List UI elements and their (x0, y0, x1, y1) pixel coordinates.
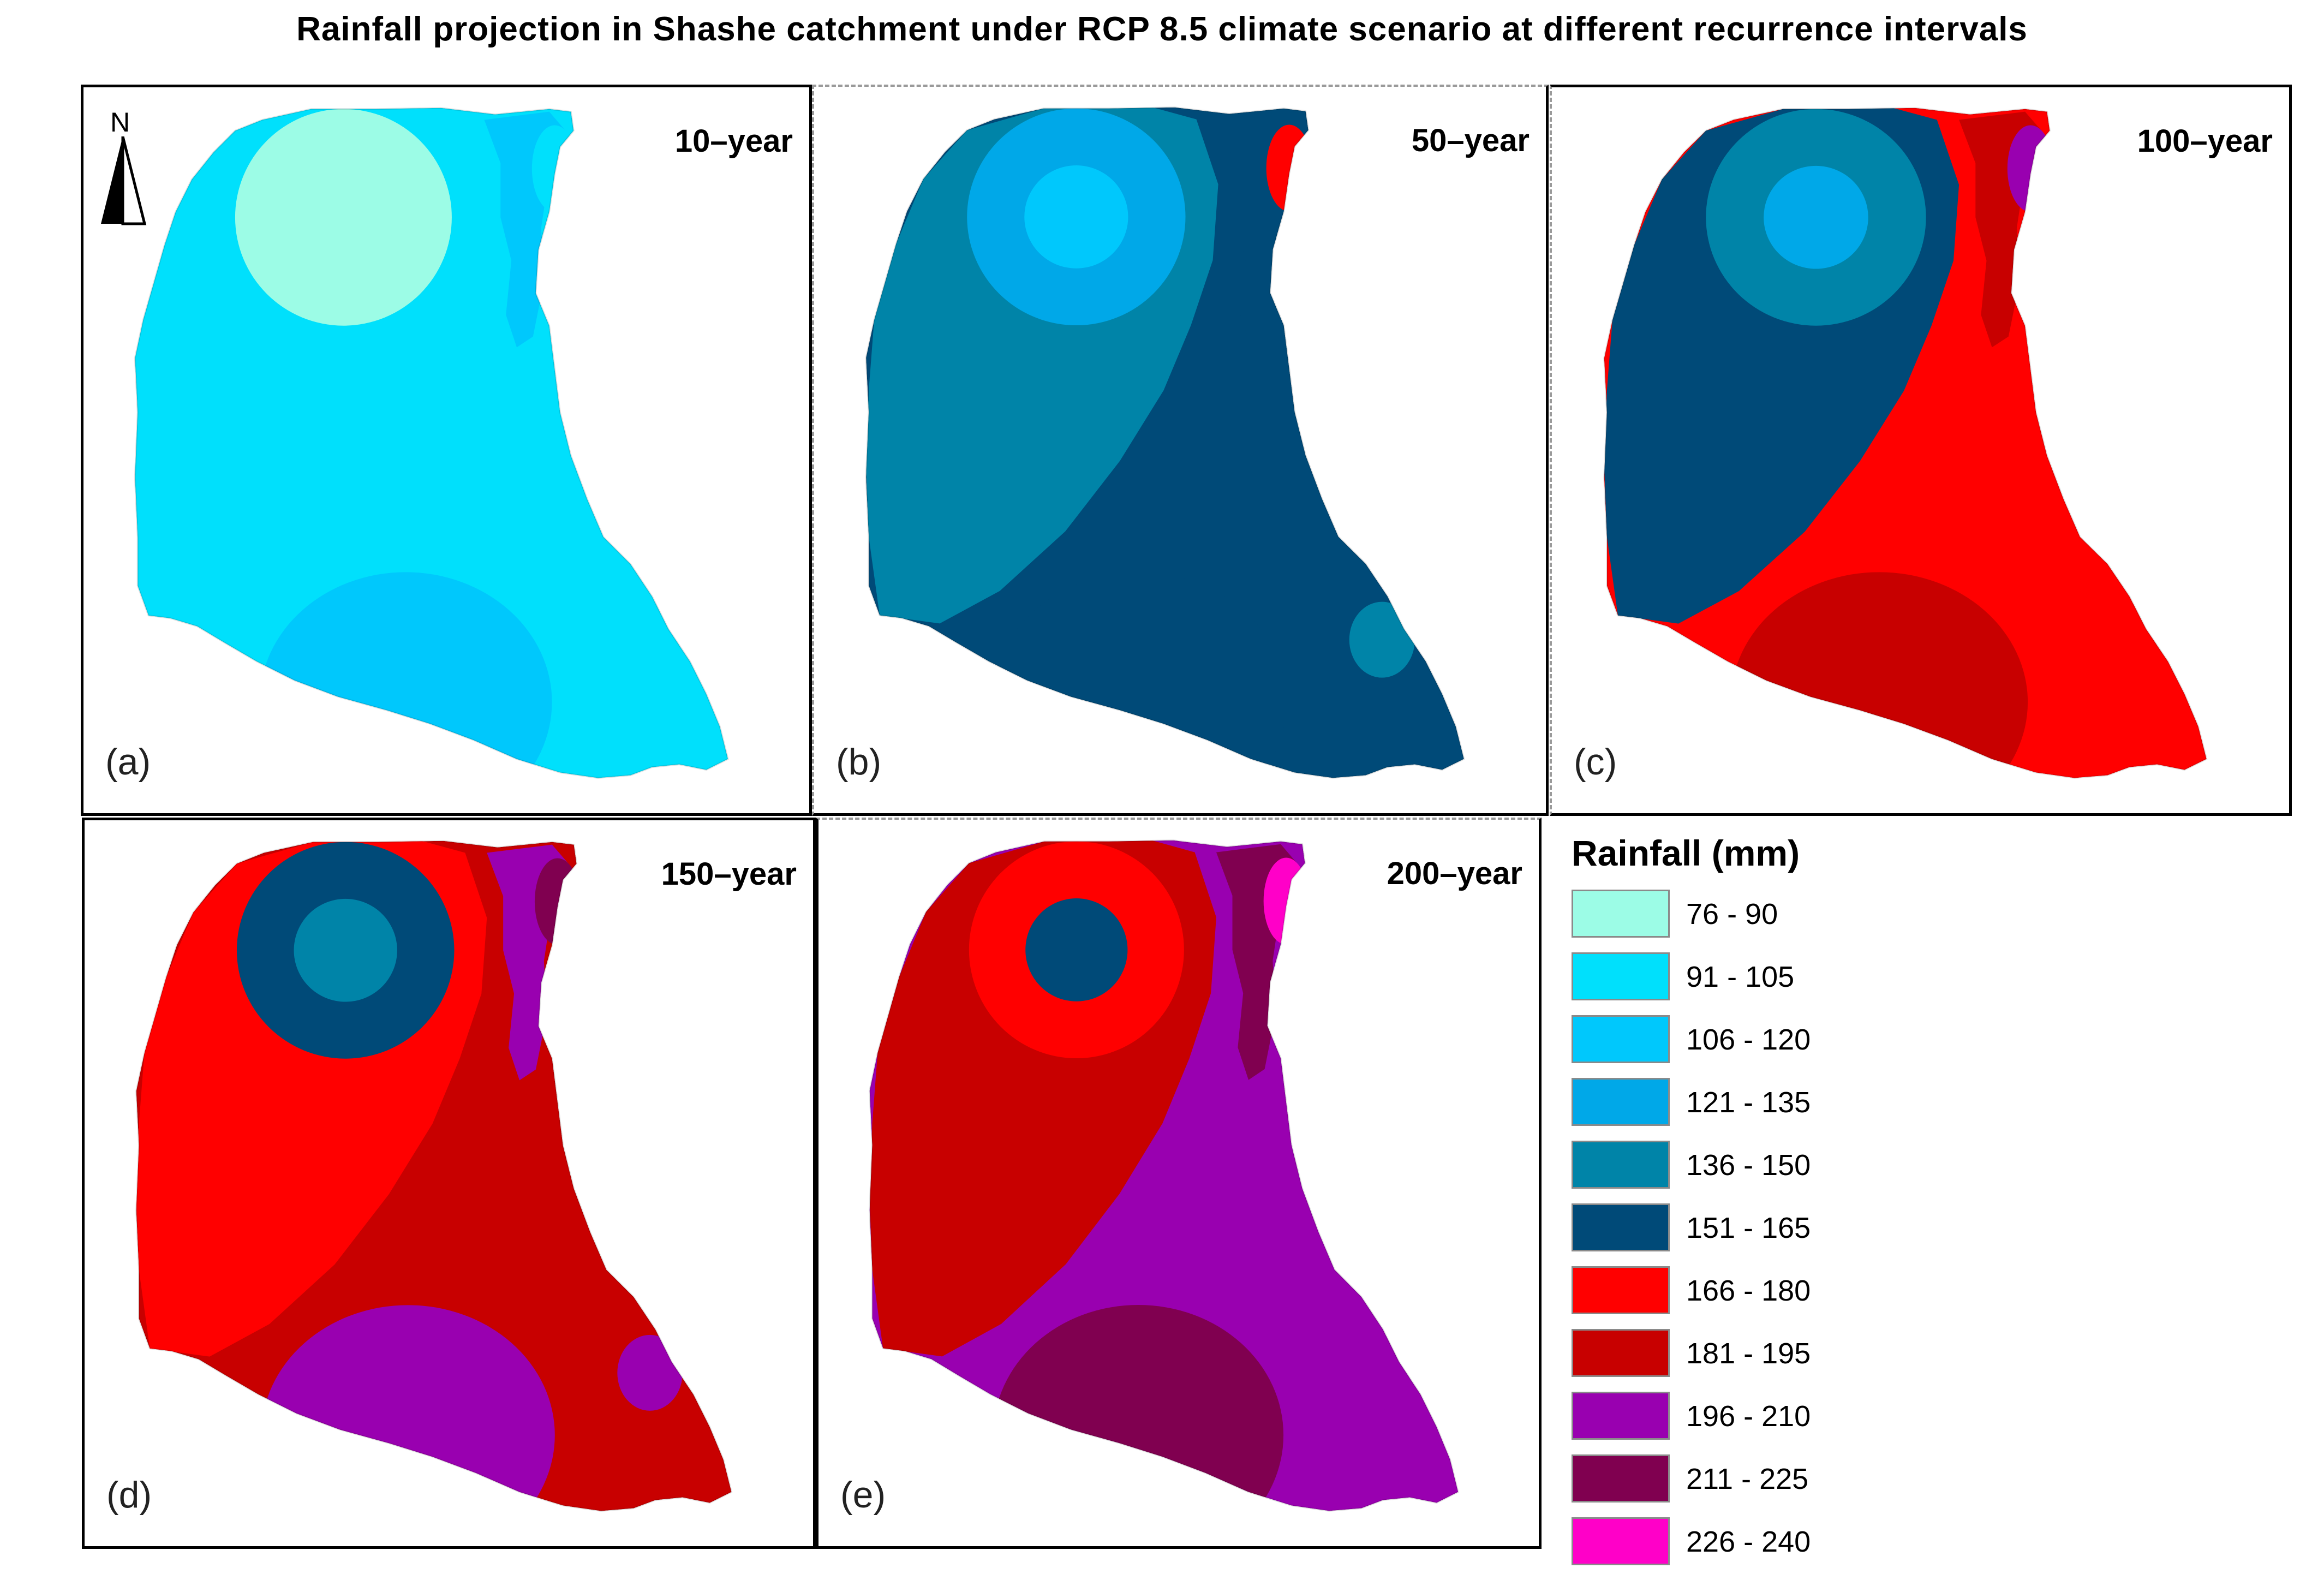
legend-swatch (1572, 952, 1670, 1000)
legend: Rainfall (mm) 76 - 90 91 - 105 106 - 120 12… (1572, 832, 2281, 1567)
north-arrow-icon (101, 136, 147, 225)
recurrence-interval-label: 10–year (674, 123, 793, 159)
legend-label: 121 - 135 (1686, 1086, 1811, 1119)
recurrence-interval-label: 100–year (2137, 123, 2273, 159)
legend-swatch (1572, 1392, 1670, 1440)
catchment-map (1603, 107, 2208, 779)
legend-item: 121 - 135 (1572, 1078, 1899, 1128)
legend-swatch (1572, 890, 1670, 938)
recurrence-interval-label: 200–year (1387, 856, 1522, 891)
recurrence-interval-label: 50–year (1411, 123, 1530, 158)
northern-rainfall-core (1024, 165, 1128, 269)
panel-letter-label: (c) (1574, 741, 1617, 783)
legend-item: 166 - 180 (1572, 1266, 1899, 1316)
legend-swatch (1572, 1078, 1670, 1126)
northern-rainfall-core (294, 898, 397, 1002)
legend-label: 181 - 195 (1686, 1337, 1811, 1370)
catchment-outline (865, 106, 1465, 779)
northern-rainfall-core (1025, 898, 1128, 1001)
southeast-rainfall-spot (1349, 601, 1415, 678)
legend-label: 211 - 225 (1686, 1463, 1809, 1495)
recurrence-interval-label: 150–year (661, 856, 797, 892)
legend-label: 151 - 165 (1686, 1212, 1811, 1244)
legend-label: 226 - 240 (1686, 1525, 1811, 1558)
northeast-rainfall-spot (2007, 125, 2054, 212)
southeast-rainfall-spot (617, 1334, 683, 1411)
southeast-rainfall-spot (2091, 601, 2158, 678)
panel-letter-label: (b) (836, 741, 882, 783)
legend-swatch (1572, 1517, 1670, 1565)
legend-item: 196 - 210 (1572, 1392, 1899, 1442)
north-arrow: N (98, 106, 147, 226)
figure-title: Rainfall projection in Shashe catchment … (296, 10, 2028, 48)
northeast-rainfall-spot (534, 858, 581, 945)
legend-item: 106 - 120 (1572, 1015, 1899, 1065)
legend-item: 226 - 240 (1572, 1517, 1899, 1567)
north-label: N (110, 107, 130, 138)
legend-item: 211 - 225 (1572, 1454, 1899, 1505)
legend-label: 76 - 90 (1686, 898, 1778, 931)
legend-item: 136 - 150 (1572, 1141, 1899, 1191)
catchment-map (869, 839, 1459, 1512)
map-panel-10-year: 10–year (a) (81, 85, 812, 816)
southeast-rainfall-spot (1345, 1334, 1410, 1411)
map-panel-50-year: 50–year (b) (812, 85, 1549, 816)
catchment-map (134, 107, 729, 779)
catchment-outline (134, 107, 729, 779)
catchment-outline (1603, 107, 2208, 779)
southeast-rainfall-spot (614, 601, 679, 678)
northern-rainfall-core (1764, 165, 1868, 269)
northern-rainfall-core (292, 165, 395, 269)
northeast-rainfall-spot (1263, 857, 1309, 945)
legend-label: 136 - 150 (1686, 1149, 1811, 1182)
panel-letter-label: (e) (840, 1474, 886, 1516)
northeast-rainfall-spot (531, 125, 578, 212)
legend-item: 76 - 90 (1572, 890, 1899, 940)
legend-item: 181 - 195 (1572, 1329, 1899, 1379)
panel-letter-label: (d) (106, 1474, 152, 1516)
legend-label: 91 - 105 (1686, 961, 1795, 993)
map-panel-100-year: 100–year (c) (1550, 85, 2292, 816)
map-panel-200-year: 200–year (e) (816, 818, 1542, 1549)
legend-label: 166 - 180 (1686, 1274, 1811, 1307)
catchment-map (135, 840, 733, 1512)
catchment-outline (869, 839, 1459, 1512)
map-panel-150-year: 150–year (d) (82, 818, 816, 1549)
legend-swatch (1572, 1203, 1670, 1251)
legend-title: Rainfall (mm) (1572, 833, 1800, 873)
northeast-rainfall-spot (1266, 124, 1312, 212)
catchment-map (865, 106, 1465, 779)
panel-letter-label: (a) (105, 741, 151, 783)
legend-swatch (1572, 1266, 1670, 1314)
legend-swatch (1572, 1329, 1670, 1377)
legend-label: 106 - 120 (1686, 1023, 1811, 1056)
legend-item: 91 - 105 (1572, 952, 1899, 1003)
legend-swatch (1572, 1454, 1670, 1503)
legend-swatch (1572, 1141, 1670, 1189)
legend-swatch (1572, 1015, 1670, 1063)
catchment-outline (135, 840, 733, 1512)
legend-label: 196 - 210 (1686, 1400, 1811, 1433)
legend-item: 151 - 165 (1572, 1203, 1899, 1254)
